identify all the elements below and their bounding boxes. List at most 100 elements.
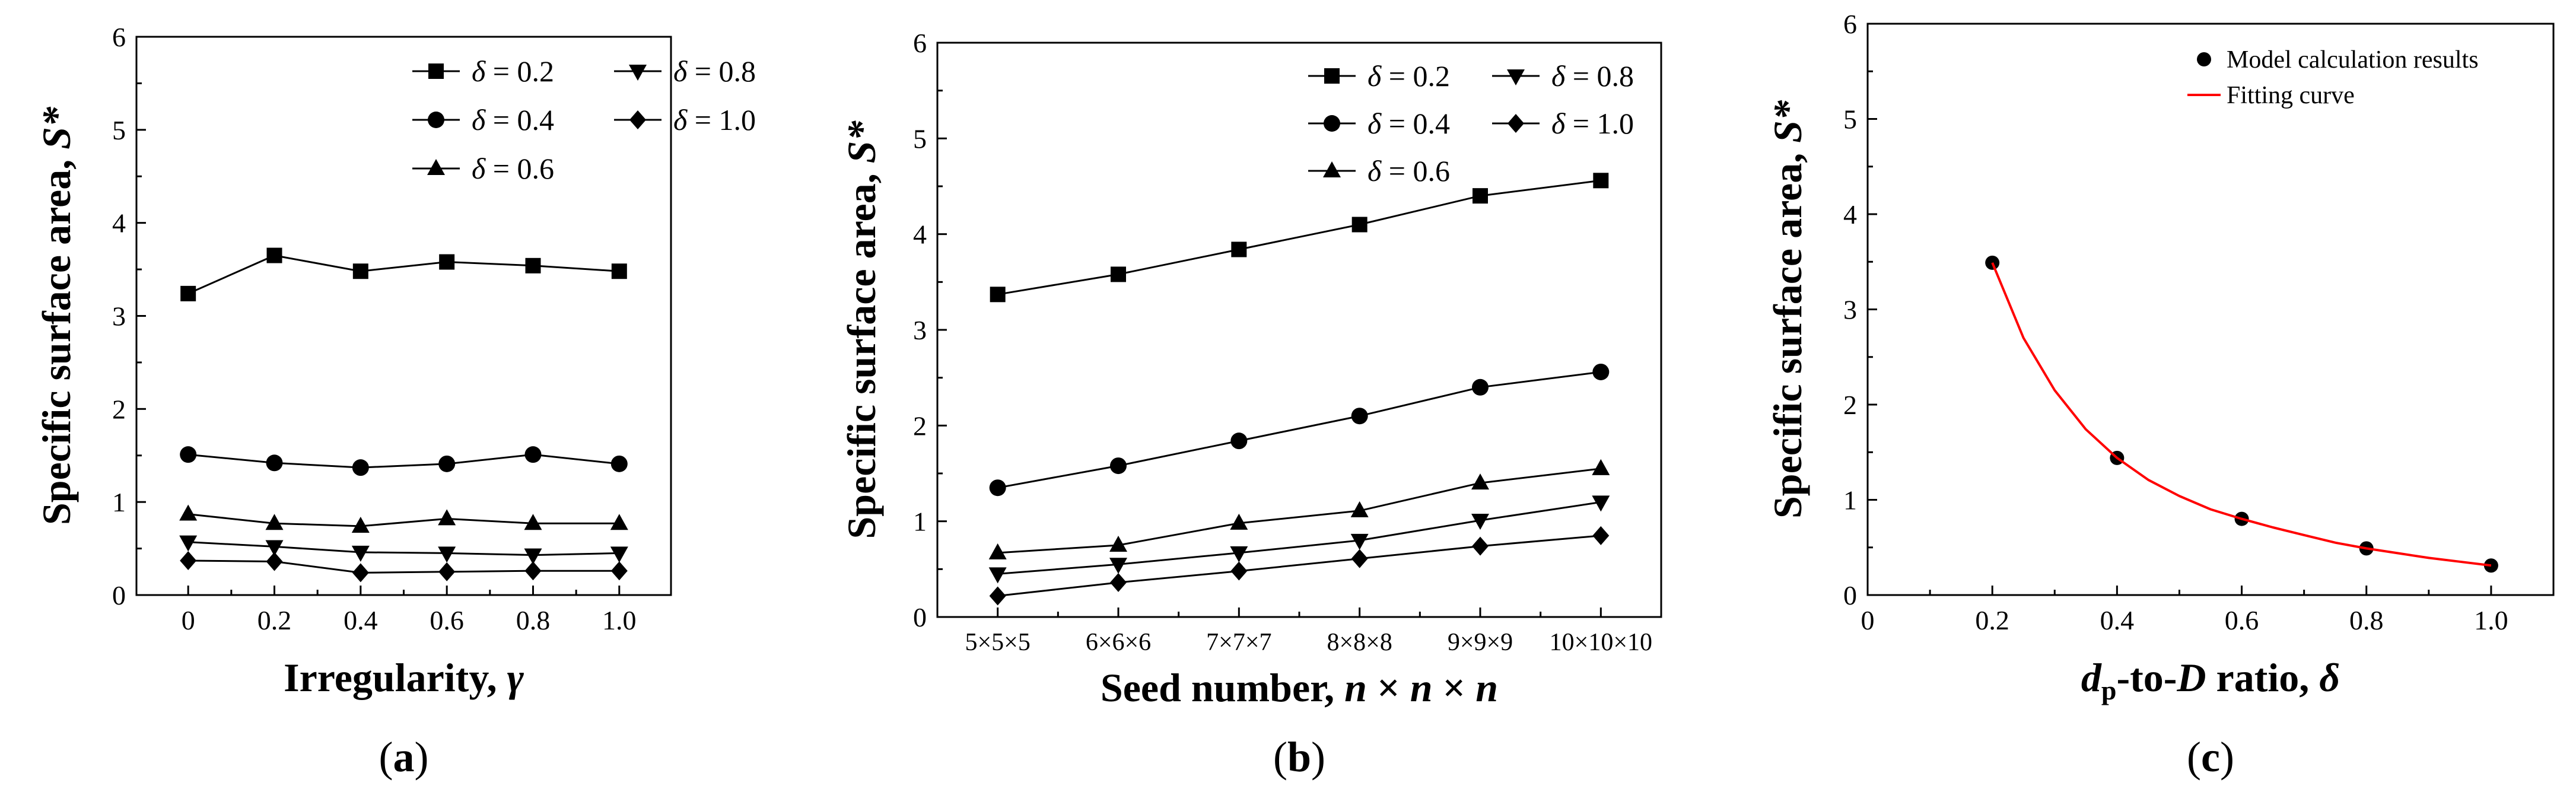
data-point: [1593, 173, 1609, 189]
y-tick-label: 4: [913, 220, 927, 250]
series-line: [188, 513, 619, 527]
data-point: [352, 563, 369, 583]
x-tick-label: 0.8: [516, 605, 551, 635]
label-part: = 0.4: [1381, 107, 1450, 140]
data-point: [610, 546, 628, 563]
y-tick-label: 5: [1843, 104, 1857, 135]
legend-marker: [428, 63, 444, 79]
label-part: S*: [1765, 100, 1810, 143]
legend-label: Model calculation results: [2227, 46, 2479, 74]
y-tick-label: 6: [112, 22, 126, 52]
x-axis-label: Irregularity, γ: [284, 655, 524, 700]
legend-label: δ = 1.0: [673, 103, 756, 136]
data-point: [1110, 457, 1127, 475]
legend-label: δ = 0.2: [472, 55, 554, 88]
y-axis-label: Specific surface area, S*: [1765, 100, 1810, 519]
y-tick-label: 3: [1843, 295, 1857, 325]
x-tick-label: 0.2: [1975, 605, 2009, 635]
x-tick-label: 0.4: [344, 605, 378, 635]
panel-b: 0 1 2 3 4 5 6 5×5×5 6×6×6 7×7×7 8×8×8 9×9×9 10×10×10…: [839, 28, 1662, 781]
y-tick-label: 2: [1843, 390, 1857, 420]
y-tick-label: 1: [1843, 485, 1857, 516]
series-line: [188, 453, 619, 469]
data-point: [1231, 241, 1247, 257]
data-point: [438, 546, 456, 563]
panel-c: 0 1 2 3 4 5 6 0 0.2 0.4 0.6 0.8 1.0 Specific surface …: [1765, 9, 2555, 781]
data-point: [1592, 526, 1610, 545]
x-tick-label: 1.0: [602, 605, 637, 635]
legend-label: δ = 0.4: [1367, 107, 1450, 140]
data-point: [989, 479, 1006, 497]
legend-label: Fitting curve: [2227, 82, 2355, 109]
label-part: = 0.6: [1381, 154, 1450, 187]
panel-label: (a): [379, 733, 429, 781]
y-axis-label: Specific surface area, S*: [839, 120, 884, 539]
series-line: [997, 179, 1601, 295]
y-tick-label: 1: [913, 507, 927, 537]
label-part: = 0.8: [687, 55, 756, 88]
y-tick-label: 3: [913, 315, 927, 345]
label-part: (: [2187, 733, 2201, 781]
data-point: [525, 257, 541, 273]
y-tick-label: 4: [1843, 199, 1857, 230]
label-part: S*: [839, 120, 884, 163]
label-part: γ: [507, 655, 524, 700]
data-point: [1351, 549, 1368, 568]
data-point: [1592, 363, 1610, 380]
label-part: Specific surface area,: [1765, 143, 1810, 519]
label-part: δ: [1367, 107, 1382, 140]
data-point: [524, 446, 542, 463]
data-point: [988, 567, 1007, 584]
x-tick-label: 0.4: [2100, 605, 2135, 635]
label-part: n: [1475, 665, 1498, 710]
series-line: [997, 371, 1601, 489]
label-part: d: [2081, 655, 2102, 700]
x-tick-label: 0.8: [2349, 605, 2384, 635]
data-point: [352, 263, 368, 279]
x-tick-label: 1.0: [2474, 605, 2508, 635]
label-part: c: [2201, 733, 2220, 781]
legend-label: δ = 0.2: [1367, 59, 1450, 93]
data-point: [989, 586, 1006, 606]
data-point: [438, 455, 456, 472]
label-part: a: [393, 733, 415, 781]
series-line: [997, 467, 1601, 554]
series-line: [1991, 262, 2492, 567]
y-tick-label: 6: [913, 28, 927, 58]
y-tick-label: 2: [112, 394, 126, 424]
label-part: δ: [1367, 59, 1382, 93]
y-tick-label: 1: [112, 487, 126, 517]
y-tick-label: 3: [112, 301, 126, 332]
label-part: δ: [673, 103, 688, 136]
label-part: (: [379, 733, 393, 781]
label-part: = 0.6: [485, 152, 554, 185]
label-part: ): [2220, 733, 2234, 781]
label-part: = 1.0: [1565, 107, 1634, 140]
y-tick-label: 2: [913, 411, 927, 441]
data-point: [179, 504, 198, 521]
y-tick-label: 0: [112, 580, 126, 610]
legend-label: δ = 0.6: [1367, 154, 1450, 187]
label-part: (: [1273, 733, 1287, 781]
x-tick-label: 10×10×10: [1550, 629, 1652, 656]
data-point: [1351, 217, 1367, 233]
legend-marker: [427, 159, 445, 175]
y-axis-label: Specific surface area, S*: [34, 106, 79, 525]
legend-marker: [1507, 69, 1525, 85]
label-part: ×: [1433, 665, 1476, 710]
x-tick-label: 8×8×8: [1327, 629, 1392, 656]
data-point: [180, 285, 196, 301]
label-part: S*: [34, 106, 79, 150]
label-part: ratio,: [2206, 655, 2320, 700]
data-point: [610, 561, 628, 581]
x-tick-label: 0.2: [257, 605, 292, 635]
legend-marker: [629, 110, 646, 129]
x-axis-label: dp-to-D ratio, δ: [2081, 655, 2340, 705]
data-point: [1110, 572, 1127, 592]
series-line: [997, 535, 1601, 597]
x-tick-label: 9×9×9: [1448, 629, 1513, 656]
panel-label: (b): [1273, 733, 1325, 781]
x-tick-label: 6×6×6: [1086, 629, 1151, 656]
legend-label: δ = 0.4: [472, 103, 554, 136]
